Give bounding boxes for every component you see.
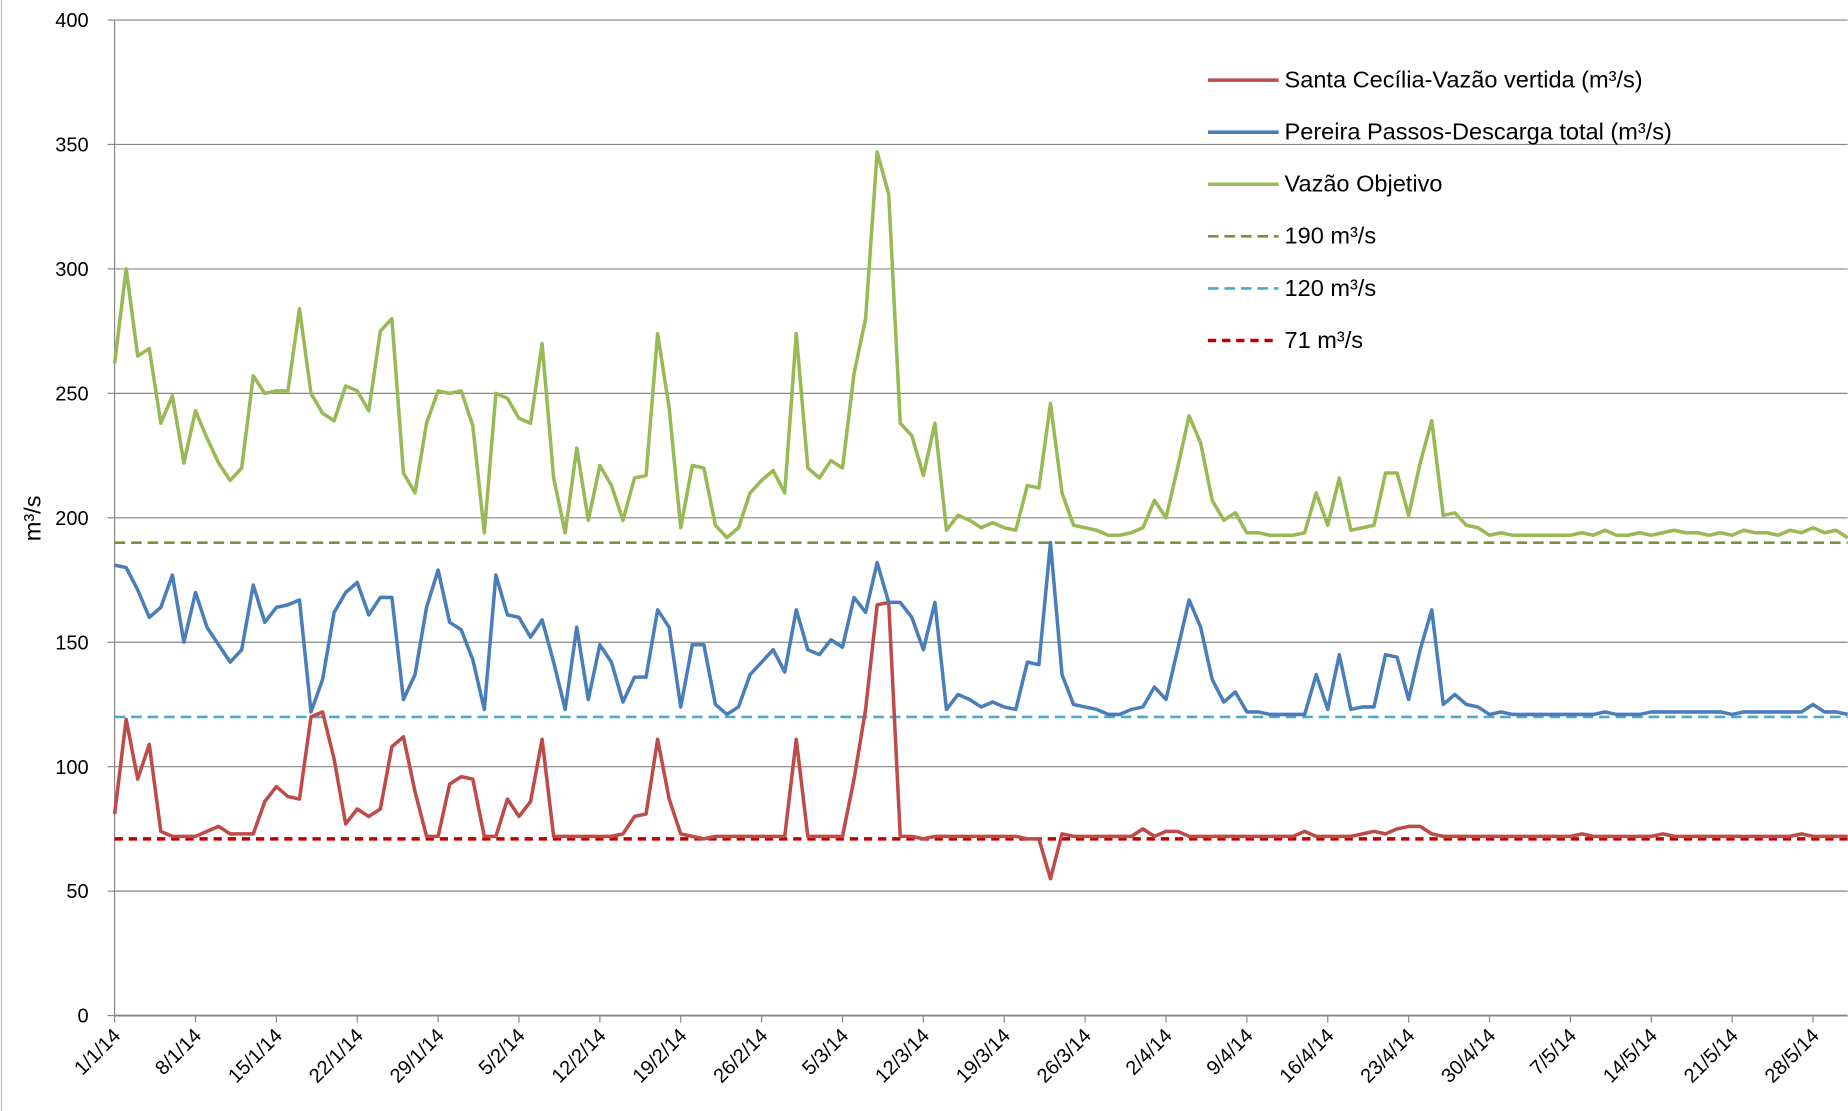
y-tick-label: 200 xyxy=(55,508,88,530)
legend-label: 71 m³/s xyxy=(1285,327,1364,353)
data-line xyxy=(112,600,1848,881)
y-tick-label: 350 xyxy=(55,135,88,157)
legend-label: 190 m³/s xyxy=(1285,223,1377,249)
y-tick-label: 300 xyxy=(55,259,88,281)
legend-label: Santa Cecília-Vazão vertida (m³/s) xyxy=(1285,67,1643,93)
y-tick-label: 400 xyxy=(55,10,88,32)
y-tick-label: 250 xyxy=(55,383,88,405)
y-tick-label: 150 xyxy=(55,632,88,654)
legend-label: Pereira Passos-Descarga total (m³/s) xyxy=(1285,119,1672,145)
y-tick-label: 0 xyxy=(78,1006,89,1028)
y-tick-label: 100 xyxy=(55,757,88,779)
y-tick-label: 50 xyxy=(66,881,88,903)
data-line xyxy=(112,150,1848,540)
legend-label: 120 m³/s xyxy=(1285,275,1377,301)
data-line xyxy=(114,540,1848,717)
legend-label: Vazão Objetivo xyxy=(1285,171,1443,197)
y-axis-label: m³/s xyxy=(19,495,45,541)
